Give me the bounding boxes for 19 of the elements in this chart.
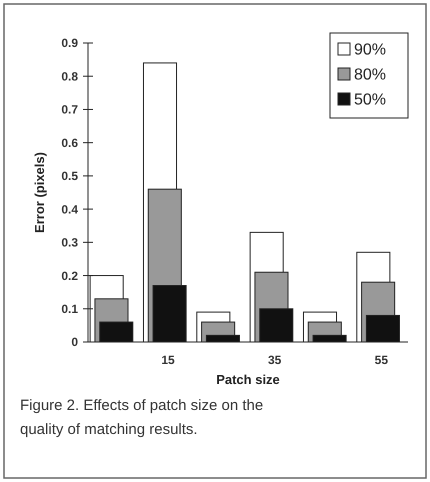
y-axis-title: Error (pixels) bbox=[32, 152, 47, 233]
y-tick-label: 0.4 bbox=[61, 202, 78, 216]
y-tick-label: 0.1 bbox=[61, 302, 78, 316]
x-tick-label: 15 bbox=[161, 353, 175, 367]
y-tick-label: 0.9 bbox=[61, 36, 78, 50]
y-tick-label: 0.8 bbox=[61, 69, 78, 84]
y-tick-label: 0.5 bbox=[61, 169, 78, 184]
legend-label: 80% bbox=[354, 66, 386, 84]
y-tick-label: 0.7 bbox=[61, 102, 78, 117]
caption: Figure 2. Effects of patch size on the quality of matching results. bbox=[20, 397, 264, 438]
y-tick-label: 0.2 bbox=[61, 268, 78, 283]
x-axis-title: Patch size bbox=[216, 372, 280, 387]
y-tick-label: 0.3 bbox=[61, 236, 78, 250]
x-tick-label: 35 bbox=[268, 353, 282, 367]
y-tick-label: 0.6 bbox=[61, 136, 78, 150]
legend-label: 50% bbox=[354, 92, 386, 109]
legend-label: 90% bbox=[354, 42, 386, 59]
x-tick-label: 55 bbox=[374, 353, 388, 367]
y-tick-label: 0 bbox=[71, 335, 78, 350]
